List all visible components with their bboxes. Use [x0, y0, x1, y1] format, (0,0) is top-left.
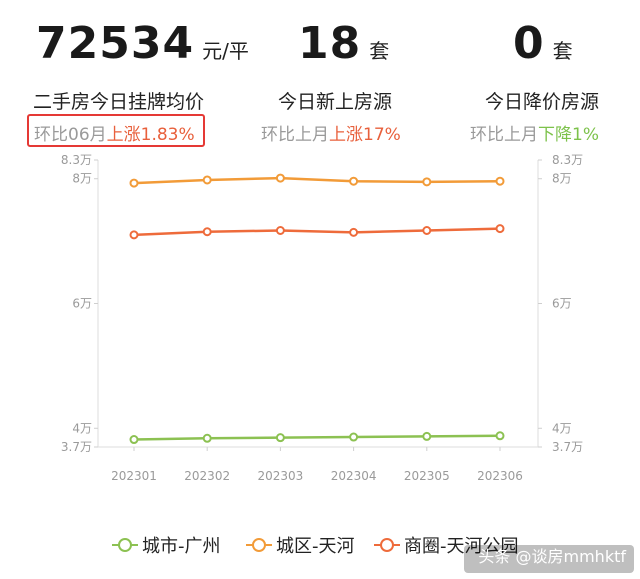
new-listings-label: 今日新上房源: [278, 91, 393, 113]
legend-marker-icon: [374, 538, 400, 552]
data-point-s1-4: [422, 177, 432, 187]
x-tick-label: 202303: [257, 469, 303, 483]
x-tick-label: 202306: [477, 469, 523, 483]
legend-label: 城市-广州: [142, 536, 221, 557]
avg-price-cmp-prefix: 环比06月: [34, 125, 107, 145]
price-cut-cmp-prefix: 环比上月: [470, 125, 538, 145]
data-point-s1-3: [349, 176, 359, 186]
avg-price-unit: 元/平: [202, 39, 249, 63]
series-line-1: [133, 176, 501, 185]
new-listings-cmp-prefix: 环比上月: [261, 125, 329, 145]
stats-header: 72534 元/平 二手房今日挂牌均价 环比06月上涨1.83% 18 套 今日…: [0, 0, 640, 150]
new-listings-comparison: 环比上月上涨17%: [261, 120, 401, 145]
legend-item-district[interactable]: 城区-天河: [246, 532, 355, 558]
new-listings-unit: 套: [369, 39, 390, 63]
series-line-2: [133, 227, 501, 237]
stat-avg-price: 72534 元/平: [36, 18, 249, 69]
x-tick-label: 202304: [331, 469, 377, 483]
data-point-s0-1: [202, 433, 212, 443]
legend-marker-icon: [112, 538, 138, 552]
new-listings-cmp-change: 上涨17%: [329, 125, 401, 145]
line-chart: 8.3万 8万 6万 4万 3.7万 8.3万 8万 6万 4万 3.7万 202301 202302…: [61, 153, 583, 483]
legend-marker-icon: [246, 538, 272, 552]
y-tick-label-left: 6万: [72, 297, 92, 311]
x-tick-label: 202305: [404, 469, 450, 483]
y-tick-label-right: 8万: [552, 172, 572, 186]
data-point-s0-4: [422, 431, 432, 441]
y-tick-label-left: 8万: [72, 172, 92, 186]
legend-item-business-area[interactable]: 商圈-天河公园: [374, 532, 519, 558]
data-point-s1-0: [129, 178, 139, 188]
watermark: 头条 @谈房mmhktf: [478, 543, 626, 567]
y-tick-label-left: 8.3万: [61, 153, 92, 167]
legend-label: 商圈-天河公园: [404, 536, 519, 557]
data-point-s0-3: [349, 432, 359, 442]
data-point-s0-0: [129, 435, 139, 445]
data-point-s2-4: [422, 226, 432, 236]
y-tick-label-left: 3.7万: [61, 440, 92, 454]
data-point-s1-2: [275, 173, 285, 183]
series-line-0: [133, 434, 501, 441]
avg-price-cmp-change: 上涨1.83%: [106, 125, 195, 145]
legend-label: 城区-天河: [276, 536, 355, 557]
price-cut-comparison: 环比上月下降1%: [470, 120, 599, 145]
y-tick-label-right: 6万: [552, 297, 572, 311]
stat-new-listings: 18 套: [298, 18, 389, 69]
y-tick-label-left: 4万: [72, 421, 92, 435]
price-cut-cmp-change: 下降1%: [538, 125, 599, 145]
watermark-background: [464, 545, 634, 573]
avg-price-comparison: 环比06月上涨1.83%: [34, 120, 195, 145]
y-tick-label-right: 3.7万: [552, 440, 583, 454]
new-listings-value: 18: [298, 18, 362, 69]
data-point-s2-3: [349, 227, 359, 237]
price-cut-value: 0: [513, 18, 545, 69]
data-point-s0-5: [495, 431, 505, 441]
avg-price-label: 二手房今日挂牌均价: [33, 91, 205, 113]
y-tick-label-right: 4万: [552, 421, 572, 435]
data-point-s2-0: [129, 230, 139, 240]
legend-item-city[interactable]: 城市-广州: [112, 532, 221, 558]
watermark-text: 头条 @谈房mmhktf: [478, 547, 626, 566]
data-point-s1-1: [202, 175, 212, 185]
price-cut-label: 今日降价房源: [485, 91, 600, 113]
chart-legend: 城市-广州 城区-天河 商圈-天河公园: [0, 532, 640, 562]
data-point-s2-2: [275, 226, 285, 236]
avg-price-value: 72534: [36, 18, 195, 69]
x-tick-label: 202301: [111, 469, 157, 483]
data-point-s2-5: [495, 224, 505, 234]
highlight-box: [27, 114, 205, 147]
x-tick-label: 202302: [184, 469, 230, 483]
data-point-s2-1: [202, 227, 212, 237]
price-cut-unit: 套: [552, 39, 573, 63]
data-point-s0-2: [275, 433, 285, 443]
y-tick-label-right: 8.3万: [552, 153, 583, 167]
data-point-s1-5: [495, 176, 505, 186]
stat-price-cut: 0 套: [513, 18, 573, 69]
